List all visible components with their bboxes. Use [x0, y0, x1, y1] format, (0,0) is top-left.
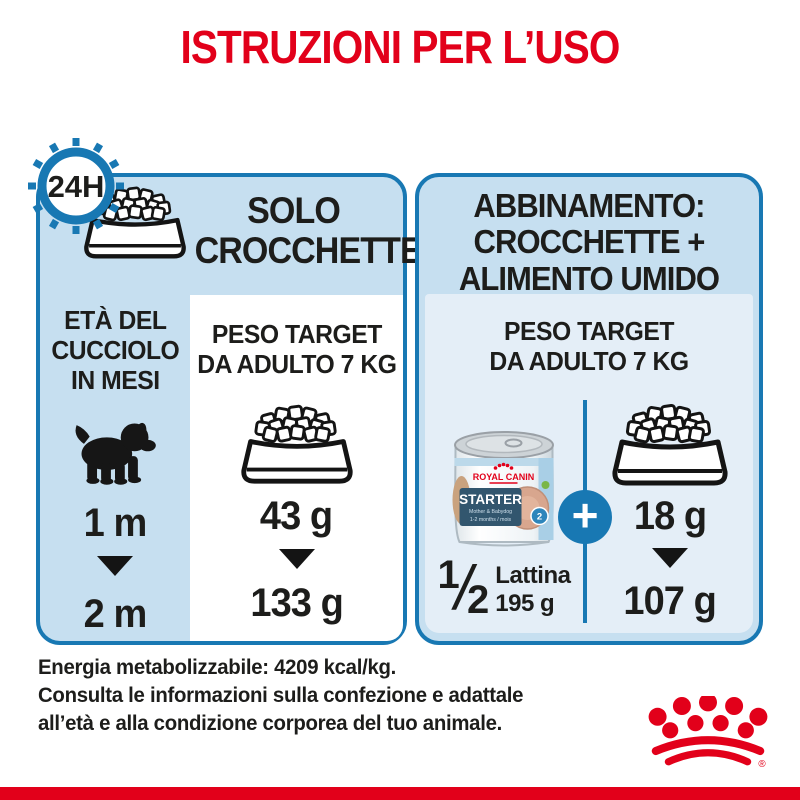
panel-abbinamento-header: ABBINAMENTO: CROCCHETTE + ALIMENTO UMIDO [458, 187, 720, 297]
solo-kibble-from-value: 43 g [260, 494, 333, 539]
half-fraction: 1 / 2 [438, 553, 490, 623]
abbinamento-inner-box: PESO TARGET DA ADULTO 7 KG [425, 294, 753, 633]
solo-kibble-to-value: 133 g [250, 581, 343, 626]
energy-footnote: Energia metabolizzabile: 4209 kcal/kg. C… [38, 656, 524, 736]
kibble-bowl-icon [239, 399, 355, 486]
arrow-down-icon [278, 549, 315, 570]
page-title: ISTRUZIONI PER L’USO [180, 21, 621, 73]
can-age-range-text: 1-2 months / mois [470, 517, 512, 523]
panel-solo-crocchette: SOLO CROCCHETTE ETÀ DEL CUCCIOLO IN MESI [36, 173, 423, 645]
panel-abbinamento: ABBINAMENTO: CROCCHETTE + ALIMENTO UMIDO… [415, 173, 763, 645]
combo-kibble-to-value: 107 g [623, 579, 717, 623]
kibble-bowl-icon [610, 398, 730, 488]
can-subtitle-text: Mother & Babydog [469, 509, 512, 515]
age-from-value: 1 m [83, 501, 148, 546]
arrow-down-icon [97, 556, 133, 577]
puppy-icon [75, 423, 156, 486]
solo-target-weight-header: PESO TARGET DA ADULTO 7 KG [196, 319, 397, 380]
age-column-header: ETÀ DEL CUCCIOLO IN MESI [51, 305, 179, 396]
wet-food-can-image: ROYAL CANIN STARTER Mother & Babydog 1-2… [452, 431, 554, 547]
royal-canin-crown-logo: ® [648, 696, 768, 770]
clock-label: 24H [48, 169, 105, 204]
red-bottom-bar [0, 787, 800, 800]
can-product-text: STARTER [459, 492, 522, 507]
plus-sign: + [571, 489, 599, 541]
plus-icon: + [558, 490, 612, 544]
age-to-value: 2 m [83, 592, 148, 637]
fraction-slash: / [454, 553, 473, 623]
panel-solo-header: SOLO CROCCHETTE [194, 190, 423, 271]
puppy-age-column: ETÀ DEL CUCCIOLO IN MESI [40, 295, 190, 637]
wet-food-unit-label: Lattina [495, 562, 571, 589]
arrow-down-icon [652, 548, 688, 568]
clock-24h-icon: 24H [28, 138, 124, 234]
can-brand-text: ROYAL CANIN [473, 472, 535, 482]
wet-food-quantity: 1 / 2 Lattina 195 g [438, 553, 571, 623]
wet-food-column: ROYAL CANIN STARTER Mother & Babydog 1-2… [425, 402, 583, 623]
solo-kibble-column: PESO TARGET DA ADULTO 7 KG 43 g 133 g [190, 295, 403, 641]
wet-food-unit-weight: 195 g [495, 589, 555, 617]
combo-kibble-from-value: 18 g [633, 494, 707, 538]
combo-kibble-column: 18 g 107 g [587, 394, 753, 624]
fraction-denominator: 2 [467, 578, 490, 623]
combo-target-weight-header: PESO TARGET DA ADULTO 7 KG [489, 316, 689, 377]
registered-mark: ® [758, 759, 766, 770]
fraction-numerator: 1 [437, 553, 460, 598]
can-badge-text: 2 [537, 512, 542, 523]
